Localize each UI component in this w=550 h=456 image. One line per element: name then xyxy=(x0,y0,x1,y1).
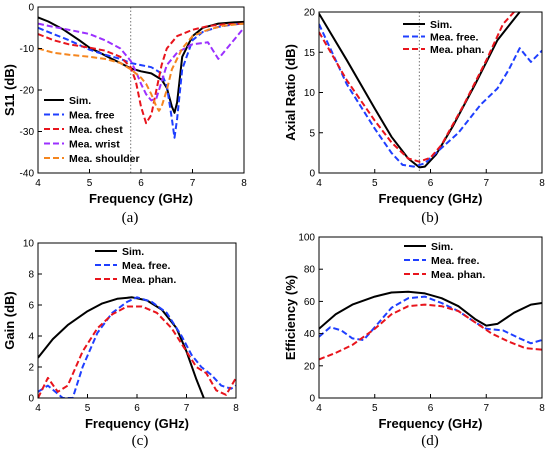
y-axis-title: S11 (dB) xyxy=(2,64,17,116)
x-tick-label: 4 xyxy=(316,178,322,189)
legend-label: Sim. xyxy=(431,241,453,253)
y-tick-label: 6 xyxy=(28,301,34,312)
y-tick-label: 100 xyxy=(298,233,315,244)
y-tick-label: 5 xyxy=(309,128,315,139)
y-axis-title: Axial Ratio (dB) xyxy=(283,44,298,141)
x-tick-label: 8 xyxy=(539,178,545,189)
x-tick-label: 4 xyxy=(316,403,322,414)
legend-label: Mea. free. xyxy=(430,32,479,44)
y-tick-label: 8 xyxy=(28,270,34,281)
series-line-2 xyxy=(319,12,515,163)
y-tick-label: 20 xyxy=(304,361,316,372)
y-tick-label: 60 xyxy=(304,297,316,308)
x-tick-label: 8 xyxy=(539,403,545,414)
y-tick-label: 10 xyxy=(304,88,316,99)
y-tick-label: 0 xyxy=(28,3,34,14)
chart-panel-1: 4 5 6 7 8 0 5 10 15 20 Frequency (GHz) Axial Ratio … xyxy=(283,8,545,227)
series-group xyxy=(38,296,236,398)
legend-label: Sim. xyxy=(430,19,452,31)
series-line-3 xyxy=(38,22,244,102)
x-axis-title: Frequency (GHz) xyxy=(85,416,189,431)
y-tick-label: -10 xyxy=(20,44,35,55)
x-tick-label: 5 xyxy=(372,178,378,189)
legend-label: Mea. free. xyxy=(122,260,171,272)
y-tick-label: 0 xyxy=(309,394,315,405)
legend-label: Mea. shoulder xyxy=(69,153,140,165)
x-tick-label: 5 xyxy=(87,178,93,189)
legend-label: Mea. phan. xyxy=(431,269,485,281)
x-tick-label: 6 xyxy=(428,403,434,414)
y-tick-label: 0 xyxy=(28,394,34,405)
x-tick-label: 7 xyxy=(184,403,190,414)
series-line-2 xyxy=(38,305,236,398)
chart-panel-2: 4 5 6 7 8 0 2 4 6 8 10 Frequency (GHz) Gain (dB) Sim.… xyxy=(2,239,239,450)
series-line-0 xyxy=(319,290,542,330)
panel-caption: (b) xyxy=(421,210,439,226)
x-axis-title: Frequency (GHz) xyxy=(89,191,193,206)
series-line-1 xyxy=(38,296,236,398)
series-group xyxy=(319,12,542,169)
legend-label: Mea. phan. xyxy=(122,274,176,286)
panel-caption: (a) xyxy=(122,210,139,226)
series-line-0 xyxy=(38,16,244,114)
y-tick-label: 2 xyxy=(28,363,34,374)
legend-label: Sim. xyxy=(69,95,91,107)
x-tick-label: 6 xyxy=(138,178,144,189)
legend-label: Mea. wrist xyxy=(69,139,120,151)
panel-caption: (d) xyxy=(421,433,439,449)
series-line-0 xyxy=(38,296,205,398)
legend: Sim. Mea. free Mea. chest Mea. wrist Mea. sh… xyxy=(44,95,140,165)
x-tick-label: 5 xyxy=(85,403,91,414)
x-tick-label: 6 xyxy=(134,403,140,414)
series-group xyxy=(38,16,244,139)
series-group xyxy=(319,290,542,361)
y-tick-label: 80 xyxy=(304,265,316,276)
legend-label: Mea. chest xyxy=(69,124,123,136)
legend-label: Mea. free. xyxy=(431,255,480,267)
series-line-4 xyxy=(38,22,244,112)
y-tick-label: 20 xyxy=(304,8,316,19)
series-line-1 xyxy=(319,295,542,345)
y-tick-label: 10 xyxy=(23,239,35,250)
series-line-1 xyxy=(319,23,542,168)
series-line-2 xyxy=(319,303,542,361)
y-tick-label: 4 xyxy=(28,332,34,343)
x-tick-label: 8 xyxy=(233,403,239,414)
series-line-2 xyxy=(38,22,244,125)
y-tick-label: -40 xyxy=(20,169,35,180)
legend-label: Sim. xyxy=(122,246,144,258)
y-tick-label: 15 xyxy=(304,48,316,59)
y-tick-label: 0 xyxy=(309,169,315,180)
x-tick-label: 7 xyxy=(483,403,489,414)
x-tick-label: 8 xyxy=(241,178,247,189)
legend: Sim.Mea. free.Mea. phan. xyxy=(403,19,484,56)
x-tick-label: 5 xyxy=(372,403,378,414)
y-axis-title: Efficiency (%) xyxy=(283,275,298,360)
x-tick-label: 6 xyxy=(428,178,434,189)
x-axis-title: Frequency (GHz) xyxy=(378,416,482,431)
y-tick-label: -30 xyxy=(20,127,35,138)
legend-label: Mea. phan. xyxy=(430,44,484,56)
x-axis-title: Frequency (GHz) xyxy=(378,191,482,206)
y-axis-title: Gain (dB) xyxy=(2,291,17,350)
y-tick-label: 40 xyxy=(304,329,316,340)
legend: Sim. Mea. free. Mea. phan. xyxy=(404,241,485,281)
legend-label: Mea. free xyxy=(69,110,115,122)
x-tick-label: 7 xyxy=(190,178,196,189)
panel-caption: (c) xyxy=(132,433,149,449)
legend: Sim. Mea. free. Mea. phan. xyxy=(95,246,176,286)
y-tick-label: -20 xyxy=(20,86,35,97)
chart-panel-0: 4 5 6 7 8 -40 -30 -20 -10 0 Frequency (GHz) S11 (dB… xyxy=(2,3,247,227)
x-tick-label: 7 xyxy=(483,178,489,189)
x-tick-label: 4 xyxy=(35,178,41,189)
x-tick-label: 4 xyxy=(35,403,41,414)
